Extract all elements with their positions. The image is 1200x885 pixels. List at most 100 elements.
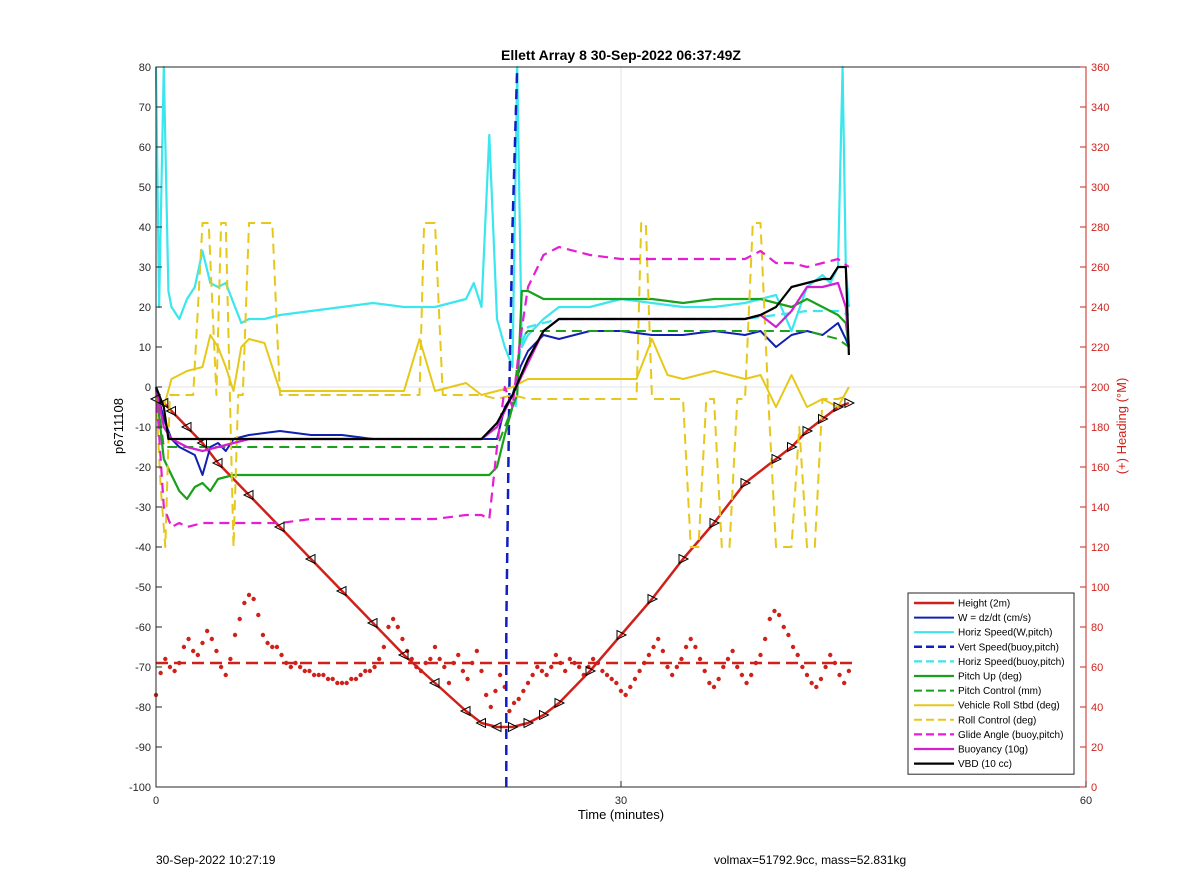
heading-point xyxy=(683,644,689,650)
y-tick-label: 30 xyxy=(139,262,151,274)
y-tick-label: 80 xyxy=(139,62,151,74)
chart-title: Ellett Array 8 30-Sep-2022 06:37:49Z xyxy=(501,47,741,63)
y-tick-label: -50 xyxy=(135,582,151,594)
heading-point xyxy=(688,636,693,642)
heading-point xyxy=(232,632,238,638)
heading-point xyxy=(293,660,298,666)
y-tick-label: -70 xyxy=(135,662,151,674)
height-marker xyxy=(523,717,535,729)
height-marker xyxy=(366,617,378,629)
heading-point xyxy=(660,648,666,654)
height-marker xyxy=(180,421,192,433)
y-tick-label: -40 xyxy=(135,542,151,554)
heading-point xyxy=(218,664,224,670)
heading-point xyxy=(632,676,638,682)
heading-point xyxy=(804,672,810,678)
x-tick-label: 30 xyxy=(615,795,627,807)
height-marker xyxy=(157,397,169,409)
heading-point xyxy=(846,668,852,674)
height-marker xyxy=(787,441,798,453)
heading-point xyxy=(288,664,294,670)
tick-labels: -100-90-80-70-60-50-40-30-20-10010203040… xyxy=(129,62,1109,807)
legend-entry-label: Pitch Up (deg) xyxy=(958,672,1022,683)
footer-timestamp: 30-Sep-2022 10:27:19 xyxy=(156,853,276,867)
heading-point xyxy=(223,672,228,678)
heading-point xyxy=(311,672,317,678)
height-marker xyxy=(709,517,721,529)
heading-point xyxy=(735,664,740,670)
legend-entry-label: Vert Speed(buoy,pitch) xyxy=(958,642,1059,653)
heading-point xyxy=(651,644,656,650)
heading-point xyxy=(191,648,196,654)
heading-point xyxy=(530,672,535,678)
y-tick-label: 20 xyxy=(139,302,151,314)
height-marker xyxy=(802,425,814,437)
heading-point xyxy=(525,680,531,686)
heading-point xyxy=(363,668,368,674)
heading-point xyxy=(446,680,452,686)
heading-point xyxy=(702,668,707,674)
legend-entry-label: Horiz Speed(buoy,pitch) xyxy=(958,657,1065,668)
right-y-tick-label: 0 xyxy=(1091,782,1097,794)
heading-point xyxy=(428,656,433,662)
heading-point xyxy=(716,676,721,682)
heading-point xyxy=(493,688,498,694)
heading-point xyxy=(474,648,480,654)
heading-point xyxy=(344,680,349,686)
heading-point xyxy=(260,632,266,638)
height-marker xyxy=(273,521,285,533)
heading-point xyxy=(744,680,749,686)
right-y-tick-label: 240 xyxy=(1091,302,1109,314)
legend-entry-label: Vehicle Roll Stbd (deg) xyxy=(958,701,1060,712)
series-lines xyxy=(154,65,850,787)
heading-point xyxy=(553,652,559,658)
y-tick-label: -90 xyxy=(135,742,151,754)
heading-point xyxy=(195,652,201,658)
heading-point xyxy=(511,700,517,706)
heading-point xyxy=(483,692,489,698)
right-y-axis-label: (+) Heading (°M) xyxy=(1114,378,1129,475)
heading-point xyxy=(646,652,652,658)
heading-point xyxy=(451,660,456,666)
heading-point xyxy=(321,672,326,678)
right-y-tick-label: 320 xyxy=(1091,142,1109,154)
y-tick-label: -60 xyxy=(135,622,151,634)
heading-point xyxy=(604,672,610,678)
heading-point xyxy=(325,676,331,682)
heading-point xyxy=(172,668,177,674)
right-y-tick-label: 60 xyxy=(1091,662,1103,674)
heading-point xyxy=(795,652,800,658)
heading-point xyxy=(642,660,647,666)
heading-point xyxy=(781,624,786,630)
heading-point xyxy=(809,680,814,686)
legend-entry-label: Horiz Speed(W,pitch) xyxy=(958,628,1052,639)
heading-point xyxy=(679,656,684,662)
heading-point xyxy=(707,680,712,686)
right-y-tick-label: 120 xyxy=(1091,542,1109,554)
y-axis-label: p6711108 xyxy=(111,398,126,454)
heading-point xyxy=(693,644,698,650)
heading-point xyxy=(349,676,354,682)
heading-point xyxy=(367,668,373,674)
heading-point xyxy=(181,644,187,650)
y-tick-label: 40 xyxy=(139,222,151,234)
heading-point xyxy=(400,636,405,642)
heading-point xyxy=(786,632,791,638)
height-marker xyxy=(844,397,856,409)
legend-entry-label: VBD (10 cc) xyxy=(958,759,1012,770)
height-marker xyxy=(678,553,690,565)
right-y-tick-label: 340 xyxy=(1091,102,1109,114)
right-y-tick-label: 40 xyxy=(1091,702,1103,714)
heading-point xyxy=(297,664,303,670)
heading-point xyxy=(623,692,628,698)
heading-point xyxy=(739,672,745,678)
x-tick-label: 60 xyxy=(1080,795,1092,807)
heading-point xyxy=(307,668,312,674)
heading-point xyxy=(549,664,554,670)
height-marker xyxy=(335,585,347,597)
heading-point xyxy=(316,672,321,678)
heading-point xyxy=(377,656,382,662)
height-markers xyxy=(149,393,856,733)
heading-point xyxy=(772,608,777,614)
heading-point xyxy=(265,640,270,646)
